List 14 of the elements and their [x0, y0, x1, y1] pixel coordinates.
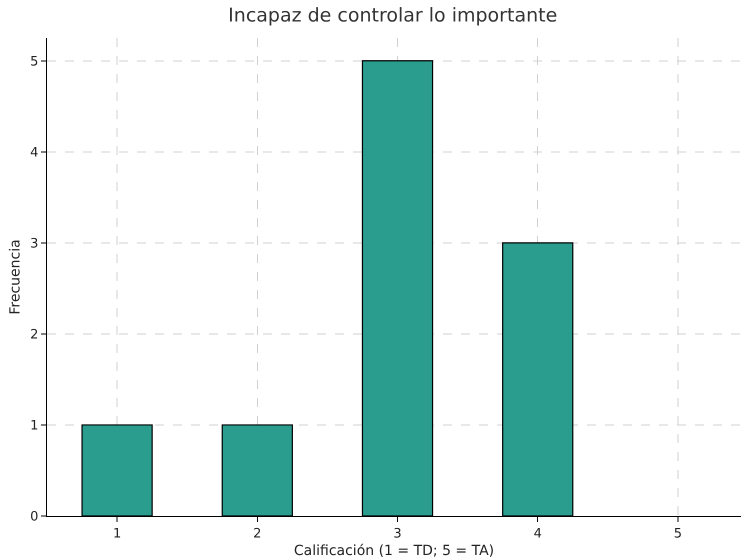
x-tick-label: 3	[393, 526, 402, 542]
x-tick-label: 5	[674, 526, 682, 542]
x-tick-label: 4	[534, 526, 542, 542]
y-tick-label: 3	[30, 236, 38, 252]
x-axis-title: Calificación (1 = TD; 5 = TA)	[294, 542, 494, 559]
y-axis-title: Frecuencia	[8, 239, 24, 315]
y-tick-label: 2	[30, 327, 38, 342]
chart-title: Incapaz de controlar lo importante	[228, 4, 558, 27]
x-tick-label: 2	[253, 526, 262, 542]
y-tick-label: 1	[30, 418, 38, 434]
y-tick-label: 0	[30, 510, 38, 525]
y-tick-label: 4	[30, 145, 38, 160]
x-tick-label: 1	[112, 526, 122, 542]
y-tick-label: 5	[30, 54, 38, 70]
